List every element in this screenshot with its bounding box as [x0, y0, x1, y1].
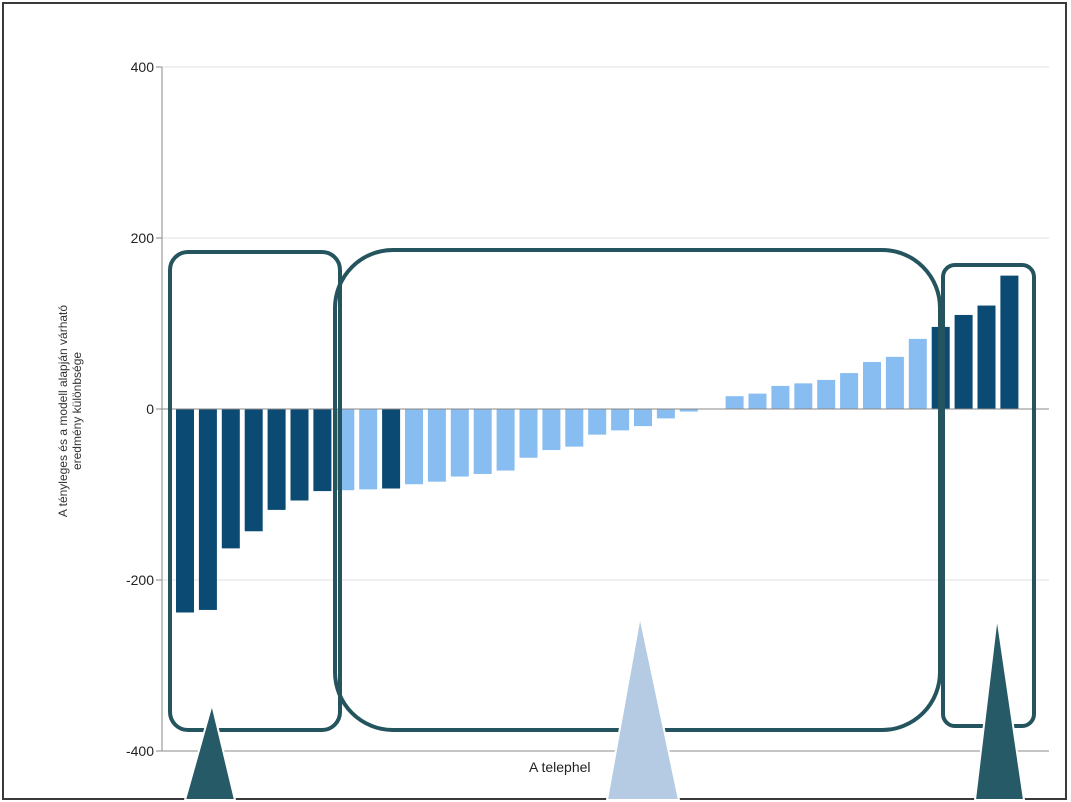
bar: [382, 409, 401, 489]
y-axis-label: A tényleges és a modell alapján várható …: [56, 305, 84, 517]
bar: [1000, 275, 1019, 409]
bar: [679, 409, 698, 412]
bar: [427, 409, 446, 482]
bar: [588, 409, 607, 435]
bar: [542, 409, 561, 451]
bar: [198, 409, 217, 610]
bar: [725, 396, 744, 409]
bar-chart: 400 200 0 -200 -400 A telephel: [126, 59, 1049, 801]
bar: [977, 305, 996, 409]
bar: [244, 409, 263, 532]
bar: [656, 409, 675, 419]
bar: [840, 373, 859, 409]
bar: [359, 409, 378, 490]
y-tick-label: 400: [131, 59, 155, 75]
y-axis-label-line1: A tényleges és a modell alapján várható: [56, 304, 70, 518]
bar: [290, 409, 309, 501]
bar: [221, 409, 240, 549]
y-tick-label: 200: [131, 230, 155, 246]
arrow-right: [973, 615, 1026, 801]
bar: [863, 361, 881, 409]
x-axis-label: A telephel: [529, 759, 591, 775]
bar: [794, 383, 813, 409]
bar: [954, 314, 973, 409]
y-tick-label: 0: [146, 401, 154, 417]
bar: [748, 393, 767, 409]
bar: [450, 409, 469, 477]
bar: [565, 409, 584, 447]
bar: [176, 409, 194, 613]
bar: [611, 409, 630, 431]
arrow-middle: [605, 615, 681, 801]
bar: [771, 385, 790, 409]
arrow-left: [183, 700, 237, 801]
y-tick-label: -400: [126, 743, 154, 759]
bar: [267, 409, 286, 510]
bar: [817, 379, 836, 409]
y-axis-label-line2: eredmény különbsége: [70, 351, 84, 471]
bar: [908, 338, 927, 409]
bar: [473, 409, 492, 474]
bar: [313, 409, 332, 492]
bar: [496, 409, 515, 471]
bar: [885, 356, 904, 409]
bar: [405, 409, 423, 485]
y-tick-label: -200: [126, 572, 154, 588]
bar: [634, 409, 652, 427]
bar: [519, 409, 538, 458]
group-box-left: [168, 250, 342, 732]
